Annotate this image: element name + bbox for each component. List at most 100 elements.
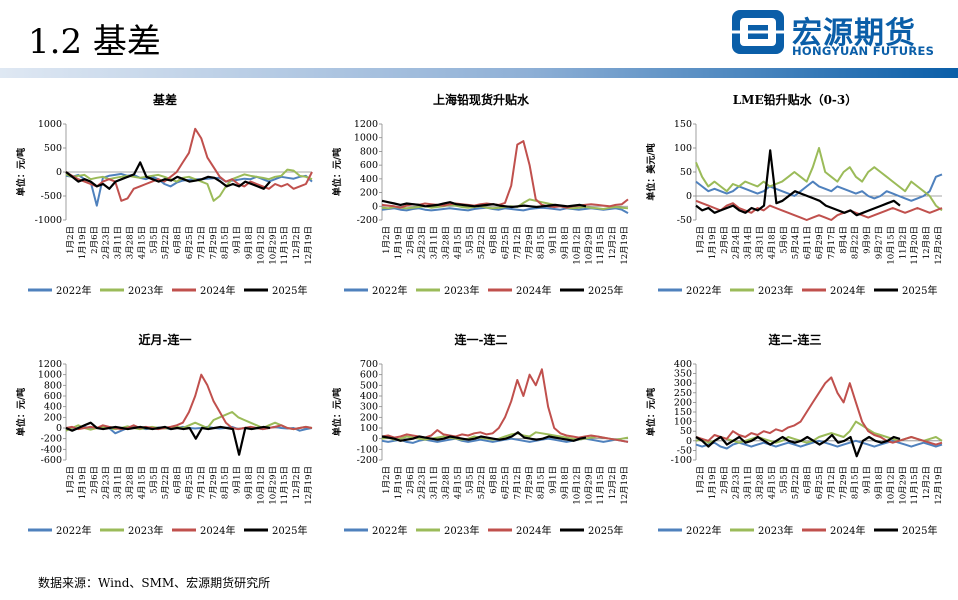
x-tick-label: 11月15日 — [280, 466, 290, 505]
series-line-3 — [381, 199, 587, 209]
x-tick-label: 1月19日 — [708, 466, 718, 499]
x-tick-label: 4月15日 — [453, 466, 463, 499]
chart-title: 近月-连一 — [139, 332, 192, 347]
x-tick-label: 6月25日 — [501, 466, 511, 499]
x-tick-label: 5月5日 — [149, 226, 159, 254]
x-tick-label: 8月15日 — [537, 226, 547, 259]
x-tick-label: 12月2日 — [608, 466, 618, 499]
x-tick-label: 1月2日 — [66, 226, 76, 254]
series-line-2 — [65, 373, 313, 431]
legend-label: 2023年 — [758, 524, 793, 537]
x-tick-label: 4月15日 — [453, 226, 463, 259]
x-tick-label: 7月29日 — [209, 226, 219, 259]
x-tick-label: 2月6日 — [406, 466, 416, 494]
x-tick-label: 6月25日 — [185, 226, 195, 259]
x-tick-label: 11月20日 — [910, 226, 920, 265]
x-tick-label: 5月5日 — [149, 466, 159, 494]
x-tick-label: 10月15日 — [886, 226, 896, 265]
x-tick-label: 3月11日 — [430, 226, 440, 259]
y-tick-label: -50 — [677, 445, 692, 456]
series-line-0 — [695, 173, 943, 202]
x-tick-label: 6月25日 — [501, 226, 511, 259]
x-tick-label: 4月15日 — [767, 466, 777, 499]
legend-label: 2024年 — [830, 284, 865, 297]
x-tick-label: 10月12日 — [256, 466, 266, 505]
series-line-3 — [65, 161, 271, 190]
source-note: 数据来源：Wind、SMM、宏源期货研究所 — [38, 576, 271, 590]
x-tick-label: 1月2日 — [696, 226, 706, 254]
y-tick-label: 700 — [360, 359, 378, 370]
y-tick-label: 0 — [56, 423, 62, 434]
y-tick-label: 300 — [360, 402, 378, 413]
x-tick-label: 10月29日 — [268, 466, 278, 505]
x-tick-label: 11月15日 — [910, 466, 920, 505]
y-tick-label: 50 — [680, 426, 692, 437]
series-line-2 — [381, 140, 629, 209]
x-tick-label: 7月29日 — [525, 226, 535, 259]
legend-label: 2023年 — [128, 284, 163, 297]
y-tick-label: 200 — [674, 397, 692, 408]
x-tick-label: 3月14日 — [744, 226, 754, 259]
x-tick-label: 9月18日 — [245, 466, 255, 499]
x-tick-label: 1月19日 — [78, 226, 88, 259]
x-tick-label: 12月19日 — [934, 466, 944, 505]
y-axis-label: 单位：元/吨 — [15, 148, 27, 196]
y-tick-label: 300 — [674, 378, 692, 389]
x-tick-label: 10月29日 — [584, 226, 594, 265]
page-title: 1.2 基差 — [28, 22, 161, 62]
y-axis-label: 单位：美元/吨 — [645, 143, 657, 200]
x-tick-label: 1月2日 — [66, 466, 76, 494]
y-tick-label: 250 — [674, 388, 692, 399]
y-tick-label: 150 — [674, 407, 692, 418]
y-axis-label: 单位：元/吨 — [331, 148, 343, 196]
series-line-0 — [65, 172, 313, 207]
x-tick-label: 6月8日 — [173, 466, 183, 494]
series-line-2 — [695, 199, 943, 221]
x-tick-label: 9月18日 — [875, 466, 885, 499]
series-line-1 — [695, 147, 943, 212]
x-tick-label: 2月23日 — [102, 226, 112, 259]
series-line-3 — [65, 421, 271, 456]
x-tick-label: 4月15日 — [137, 226, 147, 259]
x-tick-label: 8月22日 — [851, 226, 861, 259]
legend-label: 2024年 — [516, 524, 551, 537]
x-tick-label: 4月15日 — [137, 466, 147, 499]
x-tick-label: 7月17日 — [827, 226, 837, 259]
y-tick-label: -100 — [357, 444, 378, 455]
x-tick-label: 3月28日 — [442, 466, 452, 499]
x-tick-label: 1月19日 — [78, 466, 88, 499]
legend-label: 2025年 — [902, 524, 937, 537]
x-tick-label: 7月12日 — [513, 466, 523, 499]
series-line-0 — [695, 439, 943, 450]
y-tick-label: 100 — [674, 143, 692, 154]
company-logo: 宏源期货 HONGYUAN FUTURES — [730, 6, 950, 60]
x-tick-label: 10月12日 — [572, 226, 582, 265]
logo-english-name: HONGYUAN FUTURES — [792, 44, 935, 58]
x-tick-label: 12月2日 — [608, 226, 618, 259]
x-tick-label: 10月29日 — [268, 226, 278, 265]
series-line-1 — [381, 431, 629, 441]
legend-label: 2022年 — [372, 284, 407, 297]
y-tick-label: -200 — [357, 215, 378, 226]
x-tick-label: 10月12日 — [886, 466, 896, 505]
chart-title: 基差 — [152, 92, 177, 107]
x-tick-label: 9月18日 — [561, 466, 571, 499]
legend-label: 2023年 — [758, 284, 793, 297]
x-tick-label: 1月2日 — [382, 226, 392, 254]
x-tick-label: 8月4日 — [839, 226, 849, 254]
legend-label: 2025年 — [902, 284, 937, 297]
x-tick-label: 10月12日 — [256, 226, 266, 265]
x-tick-label: 5月5日 — [779, 466, 789, 494]
legend-label: 2024年 — [200, 524, 235, 537]
y-tick-label: 50 — [680, 167, 692, 178]
x-tick-label: 3月28日 — [126, 466, 136, 499]
y-tick-label: 500 — [44, 143, 62, 154]
x-tick-label: 6月8日 — [173, 226, 183, 254]
x-tick-label: 12月19日 — [620, 226, 630, 265]
x-tick-label: 2月6日 — [720, 466, 730, 494]
